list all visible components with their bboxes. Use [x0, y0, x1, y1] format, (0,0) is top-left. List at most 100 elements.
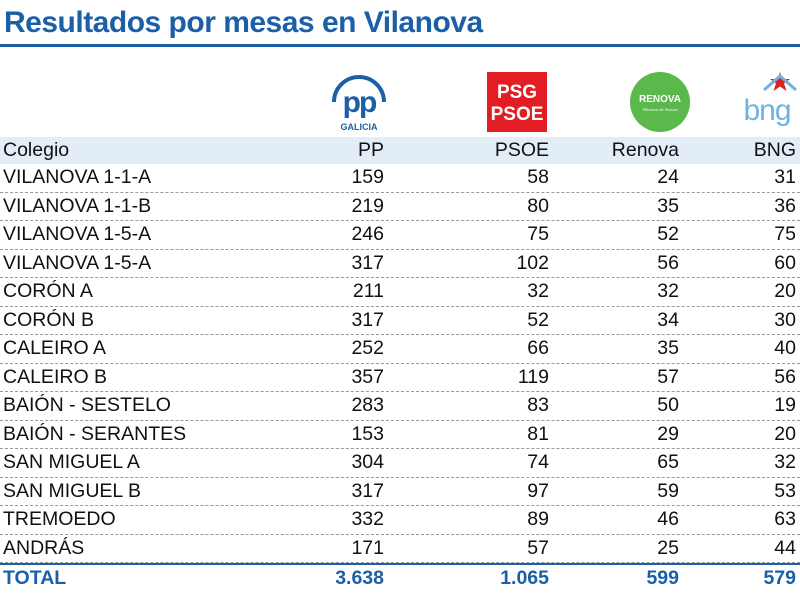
cell-psoe: 89 — [527, 508, 549, 531]
table-row: BAIÓN - SESTELO 283 83 50 19 — [0, 392, 800, 421]
cell-colegio: CORÓN B — [3, 308, 95, 331]
cell-renova: 59 — [657, 479, 679, 502]
table-row: VILANOVA 1-5-A 246 75 52 75 — [0, 221, 800, 250]
cell-colegio: CORÓN A — [3, 280, 93, 303]
cell-psoe: 32 — [527, 280, 549, 303]
total-bng: 579 — [763, 566, 796, 589]
table-row: VILANOVA 1-1-A 159 58 24 31 — [0, 164, 800, 193]
psoe-logo-line2: PSOE — [491, 104, 544, 125]
cell-psoe: 66 — [527, 337, 549, 360]
cell-pp: 317 — [351, 479, 384, 502]
table-row: TREMOEDO 332 89 46 63 — [0, 506, 800, 535]
cell-renova: 35 — [657, 337, 679, 360]
cell-bng: 20 — [774, 280, 796, 303]
cell-renova: 34 — [657, 308, 679, 331]
cell-psoe: 119 — [517, 365, 549, 388]
cell-colegio: SAN MIGUEL B — [3, 479, 141, 502]
cell-renova: 24 — [657, 166, 679, 189]
table-row: CORÓN A 211 32 32 20 — [0, 278, 800, 307]
cell-psoe: 83 — [527, 394, 549, 417]
cell-pp: 332 — [351, 508, 384, 531]
cell-pp: 219 — [351, 194, 384, 217]
pp-logo: pp GALICIA — [328, 72, 390, 134]
cell-bng: 40 — [774, 337, 796, 360]
cell-psoe: 58 — [527, 166, 549, 189]
bng-logo-text: bng — [743, 94, 790, 127]
cell-colegio: BAIÓN - SESTELO — [3, 394, 171, 417]
pp-logo-subtext: GALICIA — [341, 122, 378, 132]
psoe-logo-line1: PSG — [497, 82, 537, 103]
total-renova: 599 — [646, 566, 679, 589]
renova-logo-subtext: Vilanova de Arousa — [642, 107, 678, 112]
cell-renova: 32 — [657, 280, 679, 303]
psoe-logo: PSG PSOE — [487, 72, 547, 132]
cell-renova: 29 — [657, 422, 679, 445]
cell-pp: 171 — [351, 536, 384, 559]
header-colegio: Colegio — [3, 139, 70, 161]
cell-pp: 357 — [351, 365, 384, 388]
cell-renova: 56 — [657, 251, 679, 274]
cell-psoe: 80 — [527, 194, 549, 217]
total-pp: 3.638 — [335, 566, 384, 589]
star-icon — [770, 72, 790, 91]
table-row: CALEIRO A 252 66 35 40 — [0, 335, 800, 364]
cell-pp: 159 — [351, 166, 384, 189]
page-title: Resultados por mesas en Vilanova — [4, 6, 483, 39]
cell-pp: 304 — [351, 451, 384, 474]
cell-pp: 317 — [351, 308, 384, 331]
cell-pp: 153 — [351, 422, 384, 445]
cell-colegio: BAIÓN - SERANTES — [3, 422, 187, 445]
pp-logo-text: pp — [343, 86, 377, 119]
cell-psoe: 81 — [527, 422, 549, 445]
cell-psoe: 102 — [516, 251, 549, 274]
cell-bng: 20 — [774, 422, 796, 445]
cell-colegio: TREMOEDO — [3, 508, 116, 531]
table-row: SAN MIGUEL A 304 74 65 32 — [0, 449, 800, 478]
cell-colegio: VILANOVA 1-1-A — [3, 166, 152, 189]
cell-renova: 52 — [657, 223, 679, 246]
cell-psoe: 74 — [527, 451, 549, 474]
cell-psoe: 52 — [527, 308, 549, 331]
cell-bng: 53 — [774, 479, 796, 502]
table-row: CORÓN B 317 52 34 30 — [0, 307, 800, 335]
table-row: VILANOVA 1-1-B 219 80 35 36 — [0, 193, 800, 221]
cell-pp: 252 — [351, 337, 384, 360]
cell-bng: 30 — [774, 308, 796, 331]
table-row: CALEIRO B 357 119 57 56 — [0, 364, 800, 392]
header-psoe: PSOE — [494, 139, 549, 161]
cell-renova: 65 — [657, 451, 679, 474]
results-table: Colegio PP PSOE Renova BNG VILANOVA 1-1-… — [0, 137, 800, 591]
cell-renova: 57 — [657, 365, 679, 388]
header-pp: PP — [357, 139, 384, 161]
cell-pp: 246 — [351, 223, 384, 246]
cell-colegio: VILANOVA 1-5-A — [3, 223, 152, 246]
renova-logo-text: RENOVA — [639, 94, 681, 105]
cell-renova: 35 — [657, 194, 679, 217]
header-renova: Renova — [611, 139, 679, 161]
cell-colegio: SAN MIGUEL A — [3, 451, 140, 474]
cell-bng: 32 — [774, 451, 796, 474]
table-row: BAIÓN - SERANTES 153 81 29 20 — [0, 421, 800, 449]
cell-bng: 75 — [774, 223, 796, 246]
cell-bng: 63 — [774, 508, 796, 531]
cell-colegio: CALEIRO A — [3, 337, 106, 360]
bng-logo: bng — [734, 68, 800, 130]
cell-psoe: 75 — [527, 223, 549, 246]
cell-psoe: 57 — [527, 536, 549, 559]
cell-bng: 36 — [774, 194, 796, 217]
cell-pp: 283 — [351, 394, 384, 417]
cell-colegio: CALEIRO B — [3, 365, 108, 388]
table-total-row: TOTAL 3.638 1.065 599 579 — [0, 563, 800, 591]
total-psoe: 1.065 — [500, 566, 549, 589]
cell-bng: 19 — [774, 394, 796, 417]
total-label: TOTAL — [3, 566, 67, 589]
cell-renova: 25 — [657, 536, 679, 559]
cell-colegio: VILANOVA 1-5-A — [3, 251, 152, 274]
cell-bng: 31 — [774, 166, 796, 189]
table-row: SAN MIGUEL B 317 97 59 53 — [0, 478, 800, 506]
cell-bng: 56 — [774, 365, 796, 388]
cell-pp: 317 — [351, 251, 384, 274]
table-row: ANDRÁS 171 57 25 44 — [0, 535, 800, 563]
cell-pp: 211 — [352, 280, 384, 303]
cell-bng: 44 — [774, 536, 796, 559]
